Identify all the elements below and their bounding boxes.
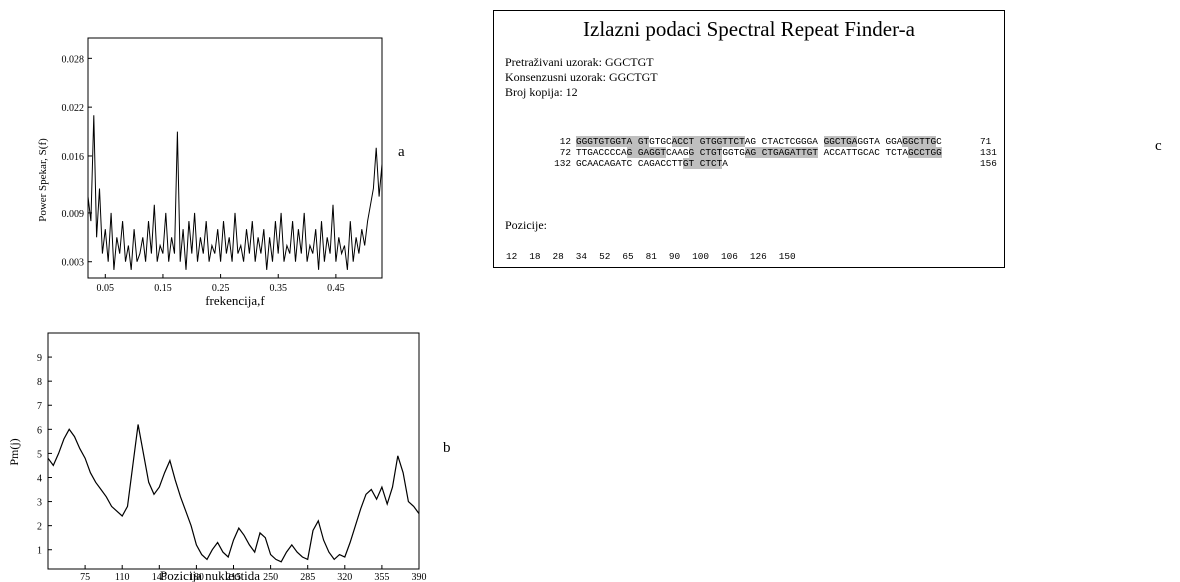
sequence-end-index: 131 bbox=[980, 147, 997, 158]
chart-b-ytick-label: 5 bbox=[37, 449, 42, 460]
chart-b-xtick-label: 285 bbox=[300, 572, 315, 582]
chart-a-ytick-label: 0.022 bbox=[62, 103, 85, 114]
sequence-start-index: 132 bbox=[554, 158, 571, 169]
position-value: 34 bbox=[575, 251, 588, 262]
repeat-highlight: GGCTTG bbox=[902, 136, 937, 147]
srf-output-title: Izlazni podaci Spectral Repeat Finder-a bbox=[583, 17, 915, 41]
position-value: 28 bbox=[552, 251, 564, 262]
chart-a-xtick-label: 0.05 bbox=[97, 283, 115, 294]
sequence-segment: AG CTACTCGGGA bbox=[744, 136, 824, 147]
chart-a-xtick-label: 0.45 bbox=[327, 283, 345, 294]
chart-b-ytick-label: 8 bbox=[37, 377, 42, 388]
chart-a-xtick-label: 0.25 bbox=[212, 283, 230, 294]
repeat-highlight: GT CTCT bbox=[682, 158, 723, 169]
panel-label-b: b bbox=[443, 440, 451, 456]
sequence-end-index: 156 bbox=[980, 158, 997, 169]
chart-b-xtick-label: 145 bbox=[152, 572, 167, 582]
positions-label: Pozicije: bbox=[505, 218, 547, 232]
sequence-start-index: 72 bbox=[559, 147, 571, 158]
sequence-end-index: 71 bbox=[980, 136, 992, 147]
position-value: 90 bbox=[668, 251, 681, 262]
position-value: 100 bbox=[692, 251, 710, 262]
sequence-line: TTGACCCCAG GAGGTCAAGG CTGTGGTGAG CTGAGAT… bbox=[576, 147, 942, 158]
consensus-pattern: Konsenzusni uzorak: GGCTGT bbox=[505, 70, 658, 84]
position-value: 150 bbox=[778, 251, 796, 262]
chart-b-xtick-label: 390 bbox=[412, 572, 427, 582]
chart-b-plot-frame bbox=[47, 332, 420, 570]
chart-a-plot-frame bbox=[87, 37, 383, 279]
sequence-segment: GGTA GGA bbox=[857, 136, 903, 147]
chart-b-ytick-label: 9 bbox=[37, 353, 42, 364]
repeat-highlight: GGGTGTGGTA GT bbox=[576, 136, 650, 147]
sequence-segment: CAAG bbox=[666, 147, 689, 158]
sequence-segment: ACCATTGCAC TCTA bbox=[817, 147, 908, 158]
chart-b-ytick-label: 6 bbox=[37, 425, 42, 436]
srf-output-panel: Izlazni podaci Spectral Repeat Finder-a … bbox=[493, 10, 1005, 268]
chart-a-ytick-label: 0.028 bbox=[62, 54, 85, 65]
position-value: 52 bbox=[599, 251, 611, 262]
repeat-highlight: G CTGT bbox=[688, 147, 723, 158]
copy-count: Broj kopija: 12 bbox=[505, 85, 578, 99]
repeat-highlight: ACCT GTGGTTCT bbox=[671, 136, 745, 147]
chart-b-ytick-label: 3 bbox=[37, 498, 42, 509]
chart-a-ytick-label: 0.016 bbox=[62, 152, 85, 163]
chart-b-ytick-label: 7 bbox=[37, 401, 42, 412]
sequence-line: GGGTGTGGTA GTGTGCACCT GTGGTTCTAG CTACTCG… bbox=[576, 136, 942, 147]
sequence-segment: A bbox=[722, 158, 728, 169]
panel-label-c: c bbox=[1155, 138, 1162, 154]
repeat-highlight: G GAGGT bbox=[626, 147, 667, 158]
panel-label-a: a bbox=[398, 144, 405, 160]
sequence-segment: GTGC bbox=[649, 136, 672, 147]
searched-pattern: Pretraživani uzorak: GGCTGT bbox=[505, 55, 654, 69]
position-value: 65 bbox=[622, 251, 634, 262]
chart-b-ytick-label: 4 bbox=[37, 473, 42, 484]
chart-b-xtick-label: 180 bbox=[189, 572, 204, 582]
sequence-segment: GCAACAGATC CAGACCTT bbox=[576, 158, 683, 169]
position-value: 12 bbox=[506, 251, 518, 262]
sequence-segment: C bbox=[936, 136, 942, 147]
position-value: 18 bbox=[529, 251, 541, 262]
chart-b-ylabel: Pm(j) bbox=[7, 438, 21, 465]
chart-b-xtick-label: 250 bbox=[263, 572, 278, 582]
chart-b-xlabel: Pozicija nukleotida bbox=[160, 568, 260, 582]
repeat-highlight: GGCTGA bbox=[823, 136, 858, 147]
repeat-highlight: GCCTGG bbox=[907, 147, 942, 158]
repeat-highlight: AG CTGAGATTGT bbox=[744, 147, 818, 158]
sequence-line: GCAACAGATC CAGACCTTGT CTCTA bbox=[576, 158, 728, 169]
chart-b-ytick-label: 2 bbox=[37, 522, 42, 533]
chart-b-xtick-label: 320 bbox=[337, 572, 352, 582]
chart-a-series-line bbox=[87, 115, 383, 270]
chart-b-ytick-label: 1 bbox=[37, 546, 42, 557]
chart-a-ytick-label: 0.003 bbox=[62, 258, 85, 269]
chart-b-xtick-label: 215 bbox=[226, 572, 241, 582]
chart-b-series-line bbox=[47, 424, 420, 563]
sequence-segment: GGTG bbox=[722, 147, 745, 158]
chart-a-xtick-label: 0.15 bbox=[154, 283, 172, 294]
chart-b-xtick-label: 355 bbox=[374, 572, 389, 582]
chart-a-xlabel: frekencija,f bbox=[205, 293, 265, 308]
position-value: 126 bbox=[749, 251, 767, 262]
chart-a-ylabel: Power Spekar, S(f) bbox=[37, 138, 49, 222]
sequence-segment: TTGACCCCA bbox=[576, 147, 627, 158]
chart-b-xtick-label: 75 bbox=[80, 572, 90, 582]
chart-a-xtick-label: 0.35 bbox=[269, 283, 287, 294]
positions-list: 12 18 28 34 52 65 81 90 100 106 126 150 bbox=[506, 251, 808, 262]
position-value: 81 bbox=[645, 251, 657, 262]
sequence-start-index: 12 bbox=[559, 136, 571, 147]
chart-a-ytick-label: 0.009 bbox=[62, 209, 85, 220]
chart-b-xtick-label: 110 bbox=[115, 572, 130, 582]
position-value: 106 bbox=[721, 251, 738, 262]
